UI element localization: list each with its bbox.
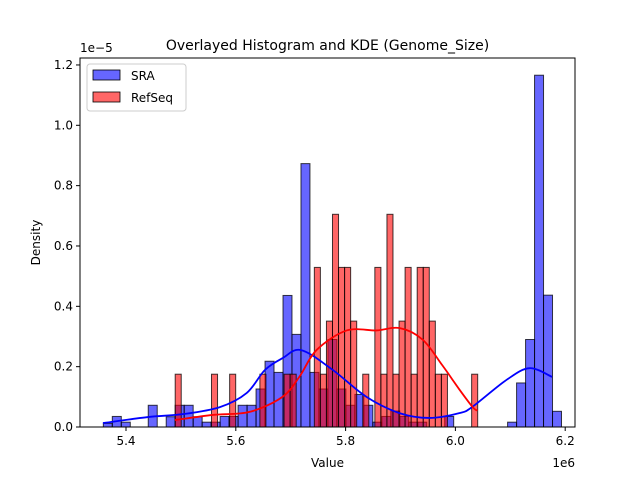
bar-refseq [283,373,291,428]
bar-sra [507,421,518,428]
y-tick-label: 1.0 [54,118,73,132]
bar-refseq [362,373,370,428]
bar-refseq [392,373,400,428]
bar-sra [543,294,554,428]
y-tick-label: 0.8 [54,179,73,193]
bar-sra [120,421,131,428]
bar-refseq [440,373,448,428]
bar-sra [525,339,536,428]
bar-refseq [416,266,424,428]
bar-refseq [434,373,442,428]
legend-label-refseq: RefSeq [131,91,173,105]
kde-line-refseq [174,326,478,421]
y-tick-label: 0.2 [54,360,73,374]
bar-sra [219,415,230,428]
y-axis: 0.0 0.2 0.4 0.6 0.8 1.0 1.2 [54,58,80,434]
bar-refseq [210,373,219,428]
x-tick-label: 5.8 [336,434,355,448]
x-tick-label: 6.0 [446,434,465,448]
bar-refseq [344,266,352,428]
bar-sra [534,74,545,428]
y-axis-label: Density [29,220,43,266]
bar-refseq [410,373,418,428]
bar-refseq [338,266,346,428]
bar-sra [300,163,311,428]
y-tick-label: 0.0 [54,420,73,434]
bar-refseq [350,320,358,428]
chart-title: Overlayed Histogram and KDE (Genome_Size… [166,38,489,54]
bar-refseq [380,373,388,428]
x-tick-label: 6.2 [556,434,575,448]
bar-refseq [319,373,327,428]
x-tick-label: 5.6 [226,434,245,448]
bars-layer [102,74,563,428]
bar-sra [102,422,113,428]
x-axis-label: Value [311,456,344,470]
y-tick-label: 0.4 [54,299,73,313]
legend-swatch-sra [92,69,121,81]
axes-frame [79,57,576,428]
bar-sra [552,410,563,428]
bar-refseq [331,213,340,428]
x-offset-label: 1e6 [552,456,575,470]
legend-label-sra: SRA [131,69,155,83]
bar-refseq [428,320,436,428]
bar-refseq [398,320,406,428]
x-axis: 5.4 5.6 5.8 6.0 6.2 [116,427,575,448]
bar-refseq [386,213,394,428]
bar-sra [237,404,248,428]
bar-refseq [404,266,412,428]
bar-sra [183,404,194,428]
y-tick-label: 0.6 [54,239,73,253]
x-tick-label: 5.4 [116,434,135,448]
bar-refseq [471,373,479,428]
bar-sra [201,421,212,428]
kde-line-sra [102,348,553,424]
kde-layer [102,326,553,424]
bar-sra [165,416,176,428]
bar-refseq [259,373,267,428]
y-tick-label: 1.2 [54,58,73,72]
bar-sra [246,404,257,428]
legend-swatch-refseq [92,91,121,103]
legend: SRA RefSeq [86,63,187,112]
bar-sra [192,416,203,428]
bar-sra [516,382,527,428]
y-offset-label: 1e−5 [80,41,113,55]
